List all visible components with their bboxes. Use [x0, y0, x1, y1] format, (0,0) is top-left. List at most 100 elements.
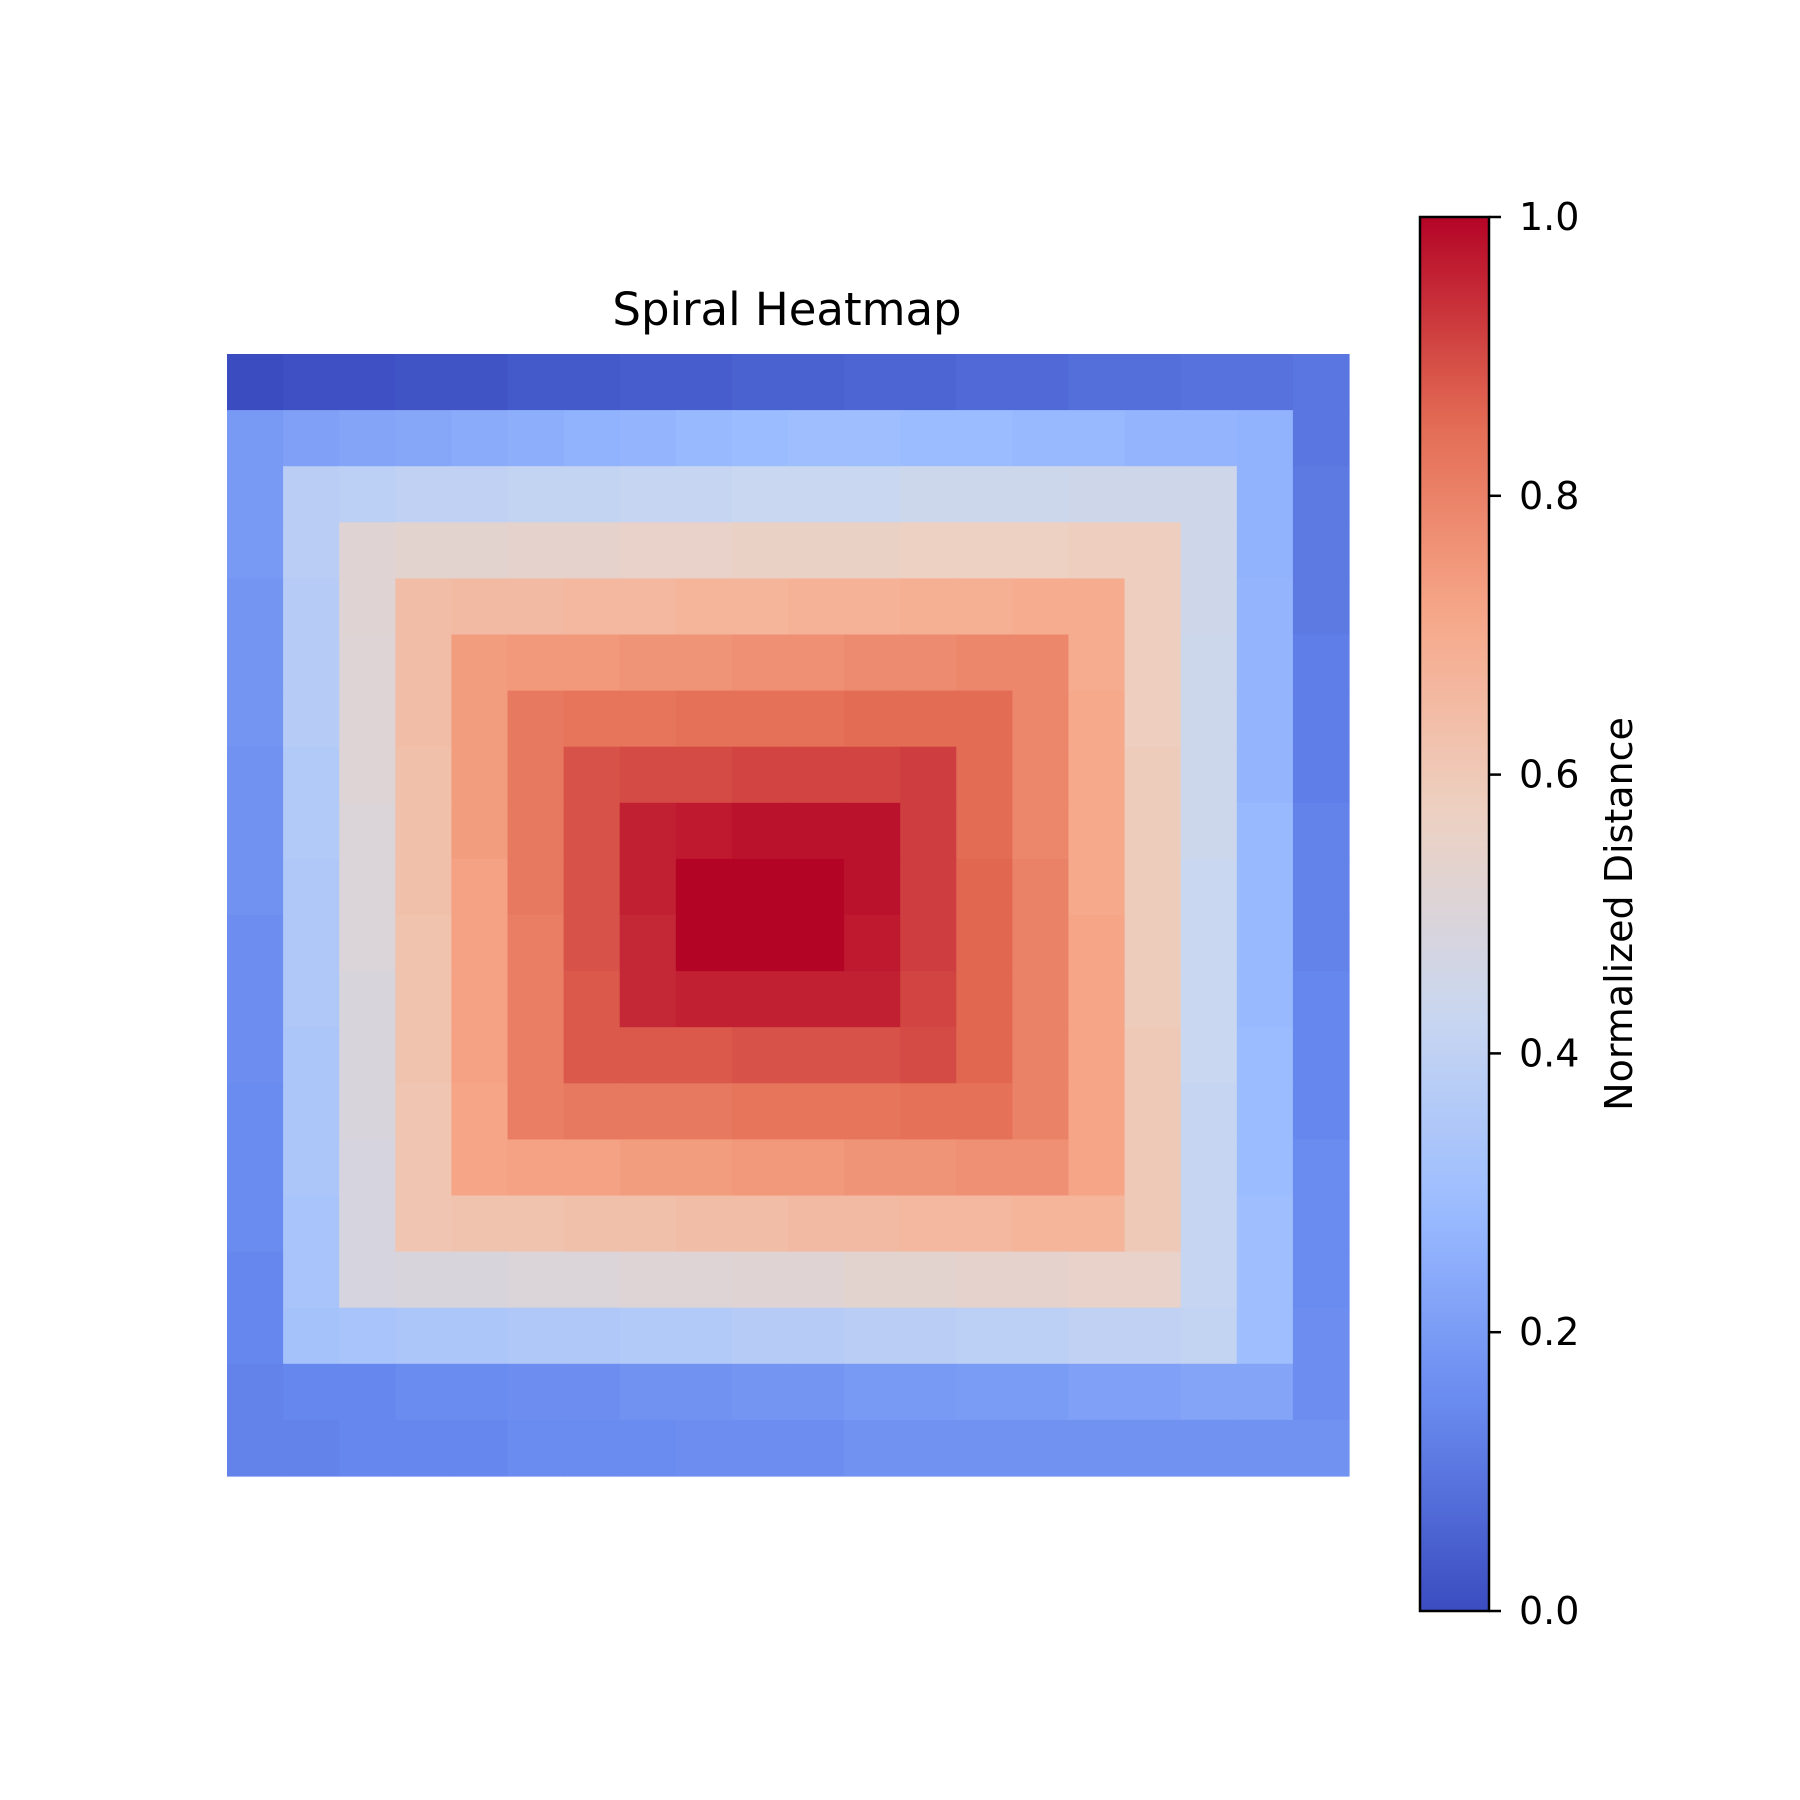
- heatmap-cell-r10-c12: [900, 915, 957, 972]
- heatmap-cell-r8-c14: [1012, 802, 1070, 860]
- heatmap-cell-r19-c2: [339, 1419, 396, 1477]
- heatmap-cell-r13-c7: [619, 1083, 677, 1140]
- heatmap-cell-r12-c16: [1124, 1027, 1182, 1084]
- heatmap-cell-r8-c19: [1292, 802, 1350, 860]
- heatmap-cell-r10-c6: [563, 915, 621, 972]
- heatmap-cell-r8-c9: [731, 802, 789, 860]
- heatmap-cell-r16-c0: [227, 1251, 284, 1309]
- heatmap-cell-r12-c6: [563, 1027, 621, 1084]
- heatmap-cell-r2-c0: [227, 466, 284, 523]
- heatmap-cell-r18-c15: [1068, 1363, 1126, 1421]
- heatmap-cell-r10-c14: [1012, 915, 1070, 972]
- heatmap-cell-r1-c11: [844, 410, 901, 467]
- heatmap-cell-r3-c2: [339, 522, 396, 579]
- heatmap-cell-r18-c9: [731, 1363, 789, 1421]
- heatmap-cell-r2-c19: [1292, 466, 1350, 523]
- heatmap-cell-r9-c8: [675, 858, 733, 916]
- heatmap-cell-r4-c3: [395, 578, 452, 636]
- heatmap-cell-r2-c13: [956, 466, 1013, 523]
- heatmap-cell-r0-c7: [619, 354, 677, 411]
- heatmap-cell-r11-c13: [956, 971, 1013, 1028]
- colorbar-tick-label: 0.2: [1519, 1310, 1579, 1354]
- colorbar: 0.0 0.2 0.4 0.6 0.8 1.0 Normalized Distance: [1418, 195, 1641, 1633]
- heatmap-cell-r0-c3: [395, 354, 452, 411]
- heatmap-cell-r14-c19: [1292, 1139, 1350, 1197]
- heatmap-cell-r11-c7: [619, 971, 677, 1028]
- heatmap-cell-r6-c1: [283, 690, 340, 748]
- heatmap-cell-r0-c6: [563, 354, 621, 411]
- heatmap-cell-r10-c9: [731, 915, 789, 972]
- heatmap-cell-r0-c12: [900, 354, 957, 411]
- heatmap-cell-r16-c14: [1012, 1251, 1070, 1309]
- heatmap-cell-r7-c9: [731, 746, 789, 804]
- colorbar-tick-label: 0.4: [1519, 1031, 1579, 1075]
- heatmap-cell-r8-c11: [844, 802, 901, 860]
- heatmap-cell-r12-c2: [339, 1027, 396, 1084]
- heatmap-cell-r15-c16: [1124, 1195, 1182, 1253]
- heatmap-cell-r18-c5: [507, 1363, 565, 1421]
- heatmap-cell-r16-c16: [1124, 1251, 1182, 1309]
- heatmap-cell-r15-c14: [1012, 1195, 1070, 1253]
- colorbar-gradient: [1418, 215, 1491, 1613]
- heatmap-cell-r14-c0: [227, 1139, 284, 1197]
- heatmap-cell-r3-c17: [1180, 522, 1238, 579]
- heatmap-cell-r17-c11: [844, 1307, 901, 1365]
- heatmap-cell-r8-c6: [563, 802, 621, 860]
- heatmap-cell-r9-c15: [1068, 858, 1126, 916]
- heatmap-cell-r9-c14: [1012, 858, 1070, 916]
- heatmap-cell-r5-c18: [1236, 634, 1294, 692]
- heatmap-cell-r12-c14: [1012, 1027, 1070, 1084]
- heatmap-cell-r0-c9: [731, 354, 789, 411]
- colorbar-tick-label: 0.0: [1519, 1589, 1579, 1633]
- heatmap-cell-r18-c3: [395, 1363, 452, 1421]
- heatmap-cell-r19-c14: [1012, 1419, 1070, 1477]
- heatmap-cell-r12-c0: [227, 1027, 284, 1084]
- heatmap-cell-r9-c3: [395, 858, 452, 916]
- heatmap-cell-r6-c10: [788, 690, 845, 748]
- heatmap-cell-r9-c10: [788, 858, 845, 916]
- heatmap-cell-r17-c7: [619, 1307, 677, 1365]
- heatmap-cell-r12-c4: [451, 1027, 509, 1084]
- heatmap-cell-r12-c9: [731, 1027, 789, 1084]
- heatmap-cell-r10-c1: [283, 915, 340, 972]
- heatmap-cell-r19-c5: [507, 1419, 565, 1477]
- heatmap-cell-r4-c15: [1068, 578, 1126, 636]
- heatmap-cell-r6-c6: [563, 690, 621, 748]
- heatmap-cell-r9-c6: [563, 858, 621, 916]
- heatmap-cell-r12-c3: [395, 1027, 452, 1084]
- heatmap-cell-r17-c8: [675, 1307, 733, 1365]
- heatmap-cell-r15-c2: [339, 1195, 396, 1253]
- heatmap-cell-r17-c9: [731, 1307, 789, 1365]
- heatmap-cell-r11-c18: [1236, 971, 1294, 1028]
- heatmap-cell-r7-c7: [619, 746, 677, 804]
- heatmap-cell-r8-c12: [900, 802, 957, 860]
- heatmap-cell-r12-c19: [1292, 1027, 1350, 1084]
- heatmap-cell-r1-c2: [339, 410, 396, 467]
- heatmap-cell-r15-c10: [788, 1195, 845, 1253]
- heatmap-cell-r14-c2: [339, 1139, 396, 1197]
- heatmap-cell-r4-c4: [451, 578, 509, 636]
- heatmap-cell-r1-c8: [675, 410, 733, 467]
- heatmap-cell-r17-c6: [563, 1307, 621, 1365]
- heatmap-cell-r1-c16: [1124, 410, 1182, 467]
- heatmap-cell-r9-c1: [283, 858, 340, 916]
- heatmap-cell-r1-c9: [731, 410, 789, 467]
- heatmap-cell-r6-c15: [1068, 690, 1126, 748]
- heatmap-cell-r5-c12: [900, 634, 957, 692]
- heatmap-cell-r2-c4: [451, 466, 509, 523]
- heatmap-cell-r5-c5: [507, 634, 565, 692]
- heatmap-cell-r3-c3: [395, 522, 452, 579]
- heatmap-cell-r0-c8: [675, 354, 733, 411]
- heatmap-cell-r13-c8: [675, 1083, 733, 1140]
- heatmap-cell-r18-c11: [844, 1363, 901, 1421]
- heatmap-cell-r10-c15: [1068, 915, 1126, 972]
- heatmap-cell-r3-c8: [675, 522, 733, 579]
- heatmap-cell-r15-c17: [1180, 1195, 1238, 1253]
- heatmap-cell-r10-c11: [844, 915, 901, 972]
- heatmap-cell-r4-c2: [339, 578, 396, 636]
- heatmap-cell-r10-c10: [788, 915, 845, 972]
- heatmap-cell-r11-c8: [675, 971, 733, 1028]
- heatmap-cell-r17-c13: [956, 1307, 1013, 1365]
- heatmap-cell-r4-c14: [1012, 578, 1070, 636]
- heatmap-cell-r3-c10: [788, 522, 845, 579]
